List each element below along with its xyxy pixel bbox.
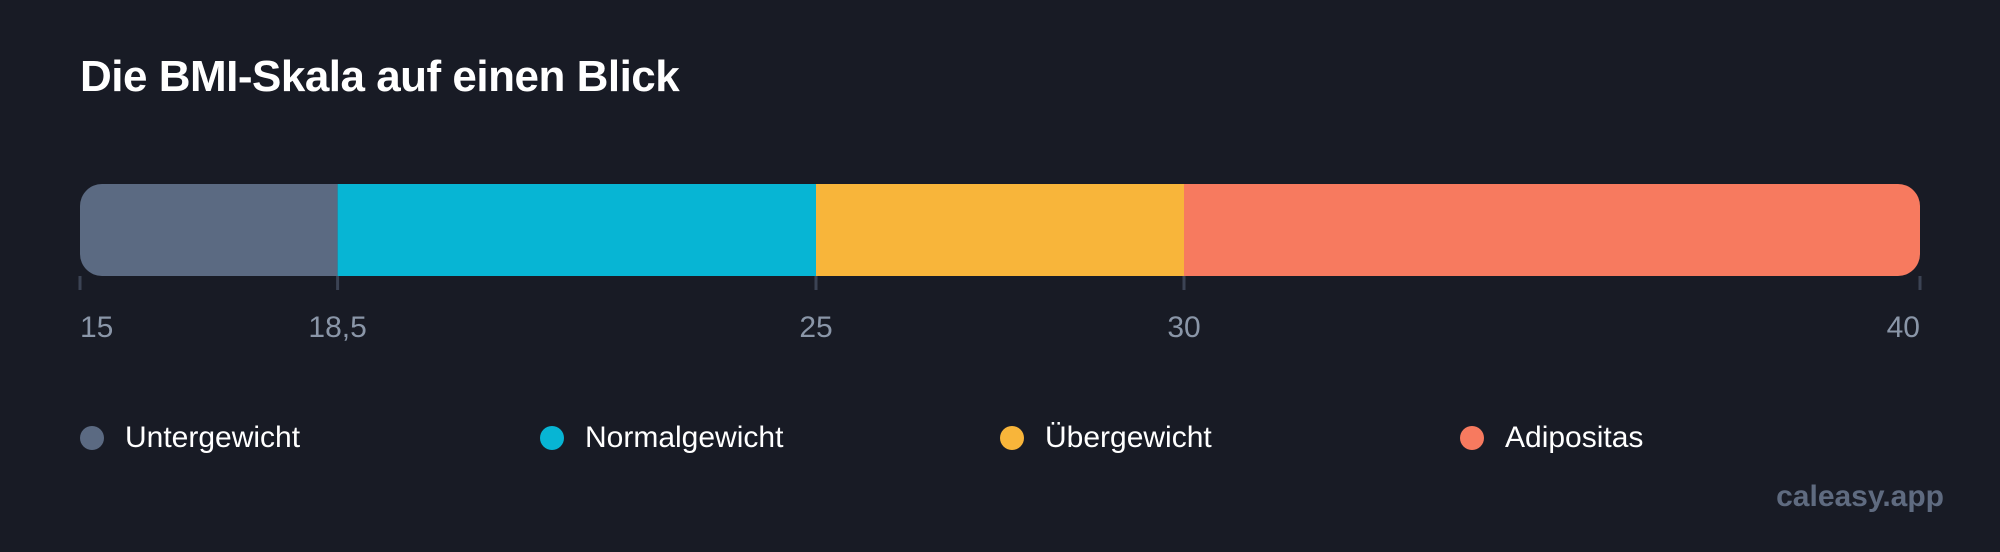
legend-label-uebergewicht: Übergewicht bbox=[1045, 421, 1212, 454]
legend-item-untergewicht: Untergewicht bbox=[80, 418, 300, 458]
legend-dot-normalgewicht bbox=[540, 426, 564, 450]
legend-dot-adipositas bbox=[1460, 426, 1484, 450]
legend-item-adipositas: Adipositas bbox=[1460, 418, 1643, 458]
legend-dot-untergewicht bbox=[80, 426, 104, 450]
legend: Untergewicht Normalgewicht Übergewicht A… bbox=[80, 418, 1920, 458]
watermark: caleasy.app bbox=[1776, 480, 1944, 513]
chart-title: Die BMI-Skala auf einen Blick bbox=[80, 52, 680, 101]
segment-normalgewicht bbox=[337, 184, 816, 276]
tick-label-15: 15 bbox=[80, 311, 113, 344]
tick-label-30: 30 bbox=[1167, 311, 1200, 344]
segment-adipositas bbox=[1184, 184, 1920, 276]
segment-untergewicht bbox=[80, 184, 338, 276]
legend-dot-uebergewicht bbox=[1000, 426, 1024, 450]
legend-label-adipositas: Adipositas bbox=[1505, 421, 1644, 454]
legend-item-normalgewicht: Normalgewicht bbox=[540, 418, 783, 458]
legend-item-uebergewicht: Übergewicht bbox=[1000, 418, 1212, 458]
tick-label-25: 25 bbox=[799, 311, 832, 344]
tick-label-18-5: 18,5 bbox=[308, 311, 366, 344]
legend-label-untergewicht: Untergewicht bbox=[125, 421, 301, 454]
tick-label-40: 40 bbox=[1887, 311, 1920, 344]
segment-uebergewicht bbox=[816, 184, 1184, 276]
legend-label-normalgewicht: Normalgewicht bbox=[585, 421, 784, 454]
